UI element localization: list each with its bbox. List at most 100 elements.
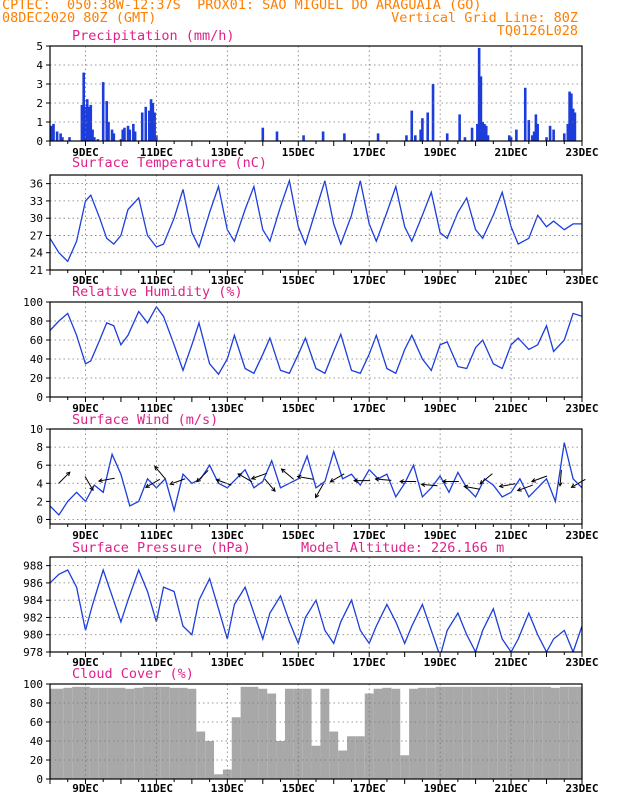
temp-xtick-label: 9DEC xyxy=(72,274,99,287)
precip-bar xyxy=(568,91,571,141)
cloud-plot-area xyxy=(50,686,582,779)
wind-ytick-label: 6 xyxy=(36,459,43,472)
wind-arrow-shaft xyxy=(154,465,166,479)
precip-xtick-label: 11DEC xyxy=(140,146,173,159)
pressure-xtick-label: 17DEC xyxy=(353,656,386,669)
precip-bar xyxy=(552,129,555,141)
precip-bar xyxy=(479,76,483,141)
temp-xtick-label: 13DEC xyxy=(211,274,244,287)
wind-arrow-head xyxy=(399,479,404,484)
humidity-ytick-label: 20 xyxy=(30,372,43,385)
wind-arrow-head xyxy=(271,487,276,492)
wind-arrow-shaft xyxy=(375,478,392,481)
cloud-bar xyxy=(391,688,401,779)
precip-bar xyxy=(123,127,126,141)
cloud-bar xyxy=(50,688,55,779)
pressure-xtick-label: 15DEC xyxy=(282,656,315,669)
precip-bar xyxy=(85,99,89,141)
wind-arrow-shaft xyxy=(421,483,438,487)
pressure-xtick-label: 9DEC xyxy=(72,656,99,669)
precip-bar xyxy=(534,114,538,141)
wind-arrow-head xyxy=(570,483,576,488)
precip-bar xyxy=(302,135,305,141)
wind-arrow-head xyxy=(353,478,358,483)
cloud-bar xyxy=(488,686,498,779)
precip-bar xyxy=(414,135,417,141)
temp-xtick-label: 11DEC xyxy=(140,274,173,287)
model-altitude: Model Altitude: 226.166 m xyxy=(301,540,505,556)
precip-xtick-label: 17DEC xyxy=(353,146,386,159)
cloud-bar xyxy=(568,686,578,779)
precip-ytick-label: 2 xyxy=(36,97,43,110)
temp-xtick-label: 21DEC xyxy=(495,274,528,287)
precip-bar xyxy=(419,129,422,141)
cloud-bar xyxy=(542,686,551,779)
temp-xtick-label: 23DEC xyxy=(565,274,598,287)
humidity-title: Relative Humidity (%) xyxy=(72,284,243,300)
wind-arrow-head xyxy=(250,475,256,480)
precip-bar xyxy=(426,112,430,141)
wind-arrow-shaft xyxy=(98,477,115,482)
precip-bar xyxy=(112,133,116,141)
wind-arrow-shaft xyxy=(517,484,533,492)
wind-arrow-head xyxy=(237,473,243,478)
precip-bar xyxy=(458,114,461,141)
cloud-bar xyxy=(364,693,374,779)
precip-xtick-label: 15DEC xyxy=(282,146,315,159)
precip-bar xyxy=(545,137,548,141)
cloud-bar xyxy=(89,687,99,779)
temp-xtick-label: 15DEC xyxy=(282,274,315,287)
humidity-ytick-label: 40 xyxy=(30,353,43,366)
precip-bar xyxy=(50,125,54,141)
cloud-xtick-label: 23DEC xyxy=(565,782,598,795)
cloud-bar xyxy=(231,717,241,779)
humidity-plot-area xyxy=(50,305,582,376)
precip-bar xyxy=(531,135,534,141)
humidity-frame xyxy=(49,301,583,398)
header-grid-note: Vertical Grid Line: 80Z xyxy=(391,10,578,26)
header-datetime: 08DEC2020 80Z (GMT) xyxy=(2,10,157,26)
cloud-bar xyxy=(338,750,348,779)
wind-arrow-shaft xyxy=(216,479,232,486)
precip-bar xyxy=(470,127,474,141)
wind-arrow-head xyxy=(154,465,159,471)
humidity-line xyxy=(50,305,582,376)
wind-arrow-head xyxy=(144,483,150,488)
precip-bar xyxy=(155,135,158,141)
cloud-bar xyxy=(559,686,569,779)
precip-bar xyxy=(486,135,490,141)
precip-bar xyxy=(548,125,552,141)
precip-bar xyxy=(121,129,125,141)
precip-bar xyxy=(476,123,479,141)
precip-bar xyxy=(410,110,414,141)
wind-arrow-head xyxy=(441,479,447,484)
cloud-bar xyxy=(409,688,418,779)
wind-arrow-head xyxy=(463,484,469,490)
precip-bar xyxy=(261,127,265,141)
wind-arrow-shaft xyxy=(297,475,314,480)
precip-bar xyxy=(107,122,110,141)
precip-bar xyxy=(101,82,105,141)
cloud-bar xyxy=(125,688,135,779)
precip-bar xyxy=(59,133,62,141)
cloud-bar xyxy=(72,686,82,779)
humidity-xtick-label: 15DEC xyxy=(282,402,315,415)
wind-arrow-head xyxy=(215,478,221,483)
cloud-bar xyxy=(54,688,64,779)
cloud-xtick-label: 17DEC xyxy=(353,782,386,795)
precip-bar xyxy=(477,47,481,141)
precip-bar xyxy=(523,87,527,141)
humidity-xtick-label: 13DEC xyxy=(211,402,244,415)
precip-bar xyxy=(463,137,467,141)
humidity-xtick-label: 21DEC xyxy=(495,402,528,415)
precip-bar xyxy=(110,129,114,141)
precip-bar xyxy=(509,137,513,141)
cloud-xtick-label: 11DEC xyxy=(140,782,173,795)
wind-arrow-head xyxy=(329,478,335,483)
precip-bar xyxy=(119,139,123,141)
precip-bar xyxy=(105,101,109,141)
pressure-ytick-label: 978 xyxy=(23,646,43,659)
cloud-bar xyxy=(214,774,223,779)
precip-xtick-label: 19DEC xyxy=(424,146,457,159)
